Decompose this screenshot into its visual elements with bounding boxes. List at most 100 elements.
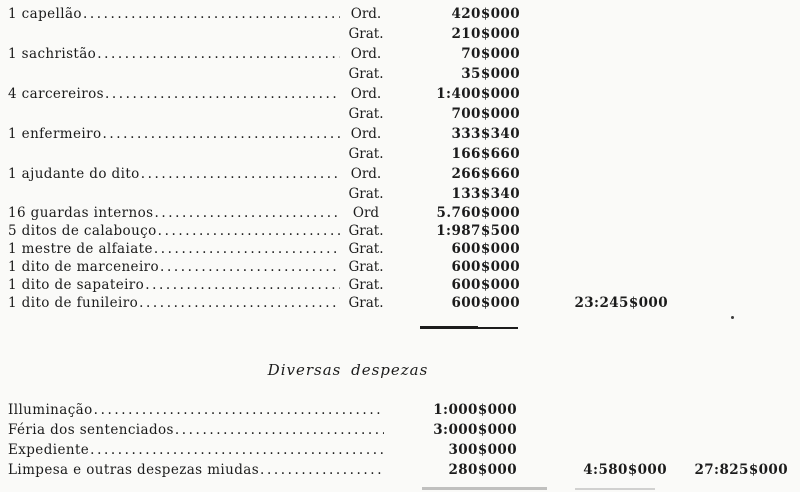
pay-type: Grat. [348, 223, 384, 239]
amount: 35$000 [461, 66, 520, 82]
dot-leader: ........................................… [153, 241, 340, 257]
item-label: 1 sachristão [8, 46, 97, 62]
pay-type: Ord. [350, 6, 382, 22]
total-cell [520, 84, 668, 104]
total-cell [520, 104, 668, 124]
ledger-row: Illuminação.............................… [8, 400, 793, 420]
pay-type: Ord. [350, 86, 382, 102]
amount: 133$340 [451, 186, 520, 202]
salaries-table: 1 capellão..............................… [8, 4, 668, 312]
amount: 1:987$500 [436, 223, 520, 239]
subtotal-cell [517, 400, 667, 420]
item-label [8, 64, 9, 84]
item-label: 5 ditos de calabouço [8, 223, 157, 239]
subtotal-cell [517, 440, 667, 460]
dot-leader: ........................................… [139, 295, 340, 311]
amount: 420$000 [451, 6, 520, 22]
dot-leader: ........................................… [145, 277, 340, 293]
total-cell [520, 164, 668, 184]
ledger-row: 16 guardas internos.....................… [8, 204, 668, 222]
amount: 1:400$000 [436, 86, 520, 102]
section-heading: Diversas despezas [267, 361, 429, 379]
total-cell [520, 204, 668, 222]
cutoff-rule [575, 488, 655, 490]
ledger-row: Grat. 133$340 [8, 184, 668, 204]
item-label: 1 capellão [8, 6, 82, 22]
dot-leader: ........................................… [93, 402, 384, 418]
total-cell [520, 24, 668, 44]
amount: 1:000$000 [433, 402, 517, 418]
dot-leader: ........................................… [154, 205, 340, 221]
misc-expenses-table: Illuminação.............................… [8, 400, 793, 480]
item-label: 1 dito de marceneiro [8, 259, 160, 275]
amount: 700$000 [451, 106, 520, 122]
item-label: 1 dito de sapateiro [8, 277, 145, 293]
dot-leader: ........................................… [104, 86, 340, 102]
total-cell [520, 222, 668, 240]
item-label: 1 enfermeiro [8, 126, 102, 142]
pay-type: Grat. [348, 186, 384, 202]
dot-leader: ........................................… [90, 442, 384, 458]
ledger-row: 1 dito de funileiro.....................… [8, 294, 668, 312]
amount: 600$000 [451, 295, 520, 311]
item-label: Féria dos sentenciados [8, 422, 174, 438]
pay-type: Grat. [348, 106, 384, 122]
item-label [8, 144, 9, 164]
item-label [8, 184, 9, 204]
pay-type: Ord [352, 205, 380, 221]
ledger-row: Expediente..............................… [8, 440, 793, 460]
ledger-row: 1 mestre de alfaiate....................… [8, 240, 668, 258]
amount: 600$000 [451, 277, 520, 293]
cutoff-rule [422, 487, 547, 490]
pay-type: Grat. [348, 259, 384, 275]
total-cell [520, 184, 668, 204]
amount: 266$660 [451, 166, 520, 182]
item-label: Illuminação [8, 402, 93, 418]
total-cell [520, 64, 668, 84]
grand-total-cell [667, 400, 788, 420]
pay-type: Grat. [348, 295, 384, 311]
item-label: 1 ajudante do dito [8, 166, 140, 182]
item-label [8, 24, 9, 44]
ledger-row: 4 carcereiros...........................… [8, 84, 668, 104]
pay-type: Grat. [348, 146, 384, 162]
ledger-row: Féria dos sentenciados..................… [8, 420, 793, 440]
item-label: Limpesa e outras despezas miudas [8, 462, 260, 478]
item-label: 1 dito de funileiro [8, 295, 139, 311]
amount: 333$340 [451, 126, 520, 142]
salaries-total: 23:245$000 [574, 295, 668, 311]
dot-leader: ........................................… [260, 462, 384, 478]
total-cell [520, 258, 668, 276]
amount: 280$000 [448, 462, 517, 478]
ledger-row: 1 dito de sapateiro.....................… [8, 276, 668, 294]
amount: 3:000$000 [433, 422, 517, 438]
ledger-row: Grat. 700$000 [8, 104, 668, 124]
amount: 70$000 [461, 46, 520, 62]
dot-leader: ........................................… [157, 223, 340, 239]
pay-type: Ord. [350, 166, 382, 182]
total-cell [520, 4, 668, 24]
pay-type: Ord. [350, 126, 382, 142]
ledger-row: Grat. 35$000 [8, 64, 668, 84]
ink-speck [731, 316, 734, 319]
ledger-row: 1 enfermeiro............................… [8, 124, 668, 144]
pay-type: Grat. [348, 26, 384, 42]
total-cell [520, 44, 668, 64]
ledger-row: 1 ajudante do dito......................… [8, 164, 668, 184]
ledger-row: Grat. 166$660 [8, 144, 668, 164]
ledger-row: 1 dito de marceneiro....................… [8, 258, 668, 276]
pay-type: Ord. [350, 46, 382, 62]
amount: 210$000 [451, 26, 520, 42]
ledger-row: 1 sachristão............................… [8, 44, 668, 64]
item-label: Expediente [8, 442, 90, 458]
ledger-row: Grat. 210$000 [8, 24, 668, 44]
amount: 5.760$000 [436, 205, 520, 221]
ledger-row: Limpesa e outras despezas miudas........… [8, 460, 793, 480]
grand-total: 27:825$000 [694, 462, 788, 478]
item-label: 4 carcereiros [8, 86, 104, 102]
amount: 300$000 [448, 442, 517, 458]
dot-leader: ........................................… [140, 166, 340, 182]
grand-total-cell [667, 420, 788, 440]
pay-type: Grat. [348, 241, 384, 257]
